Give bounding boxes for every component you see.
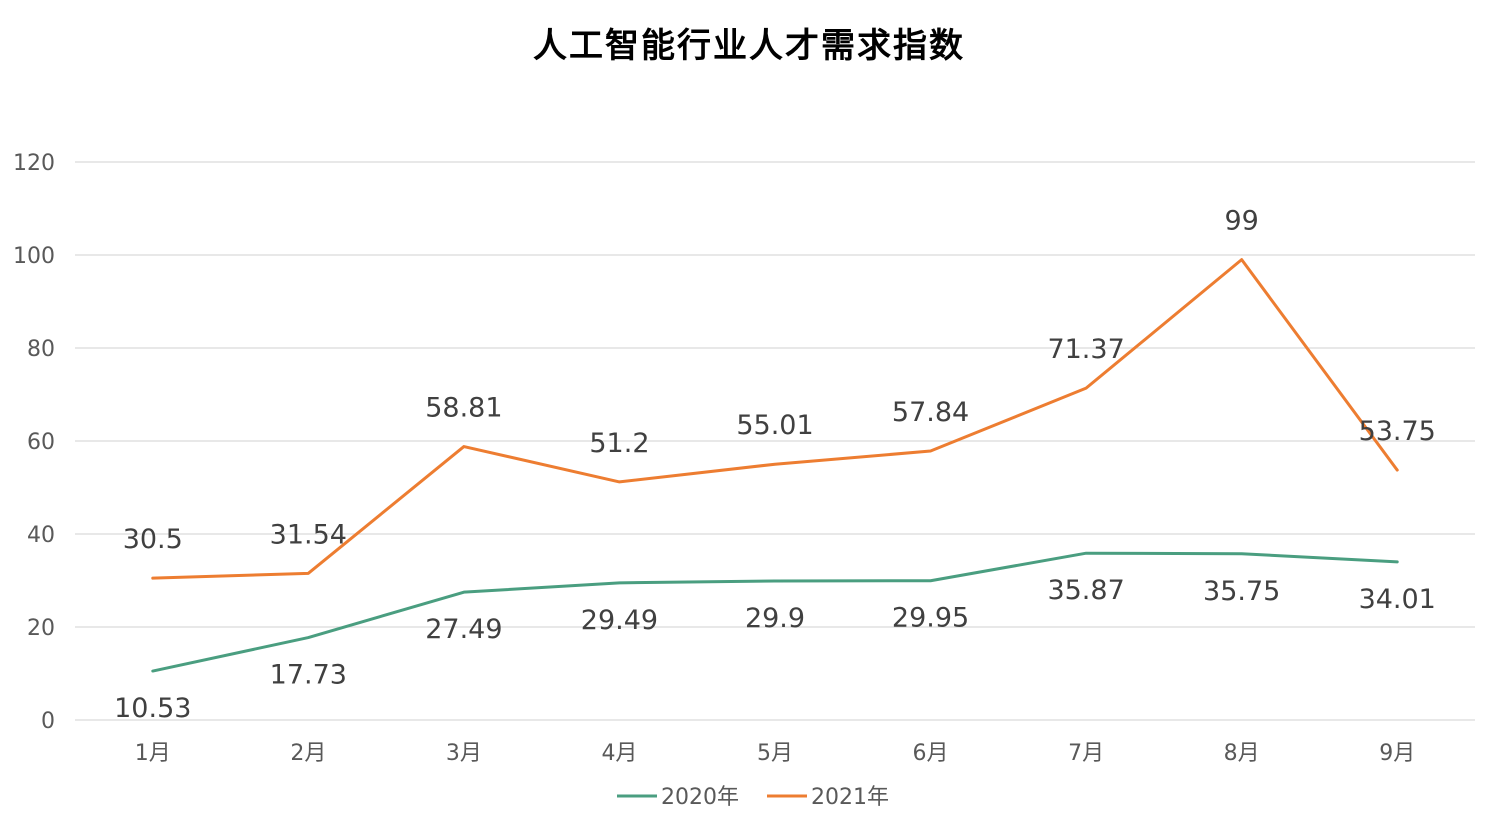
data-label: 34.01 [1359,584,1436,615]
data-label: 35.87 [1047,575,1124,606]
x-tick-label: 3月 [446,741,482,766]
data-labels: 10.53 17.73 27.49 29.49 29.9 29.95 35.87 35.75 3… [114,206,1436,724]
series-line-1 [151,551,1399,673]
data-label: 31.54 [270,519,347,550]
legend-label: 2021年 [811,785,889,810]
data-label: 27.49 [425,614,502,645]
x-tick-label: 2月 [290,741,326,766]
y-tick-label: 80 [27,337,55,362]
data-label: 29.49 [581,605,658,636]
series-line-2 [151,258,1399,580]
y-tick-label: 40 [27,523,55,548]
gridlines [75,161,1475,721]
data-label: 30.5 [123,524,183,555]
data-label: 10.53 [114,693,191,724]
legend-item-2: 2021年 [767,785,889,810]
legend: 2020年 2021年 [617,785,889,810]
data-label: 51.2 [589,428,649,459]
data-label: 35.75 [1203,576,1280,607]
x-tick-label: 7月 [1068,741,1104,766]
data-label: 71.37 [1047,334,1124,365]
y-tick-label: 60 [27,430,55,455]
x-axis-ticks: 1月 2月 3月 4月 5月 6月 7月 8月 9月 [135,741,1415,766]
y-axis-ticks: 0 20 40 60 80 100 120 [13,151,55,734]
x-tick-label: 4月 [601,741,637,766]
series-lines [151,258,1399,673]
y-tick-label: 120 [13,151,55,176]
data-label: 29.9 [745,603,805,634]
x-tick-label: 5月 [757,741,793,766]
data-label: 57.84 [892,397,969,428]
x-tick-label: 6月 [913,741,949,766]
x-tick-label: 8月 [1224,741,1260,766]
x-tick-label: 1月 [135,741,171,766]
legend-label: 2020年 [661,785,739,810]
data-label: 29.95 [892,603,969,634]
data-label: 58.81 [425,393,502,424]
legend-item-1: 2020年 [617,785,739,810]
data-label: 17.73 [270,660,347,691]
x-tick-label: 9月 [1379,741,1415,766]
chart-title: 人工智能行业人才需求指数 [533,26,965,66]
y-tick-label: 20 [27,616,55,641]
data-label: 99 [1224,206,1258,237]
y-tick-label: 100 [13,244,55,269]
data-label: 53.75 [1359,416,1436,447]
y-tick-label: 0 [41,709,55,734]
data-label: 55.01 [736,410,813,441]
